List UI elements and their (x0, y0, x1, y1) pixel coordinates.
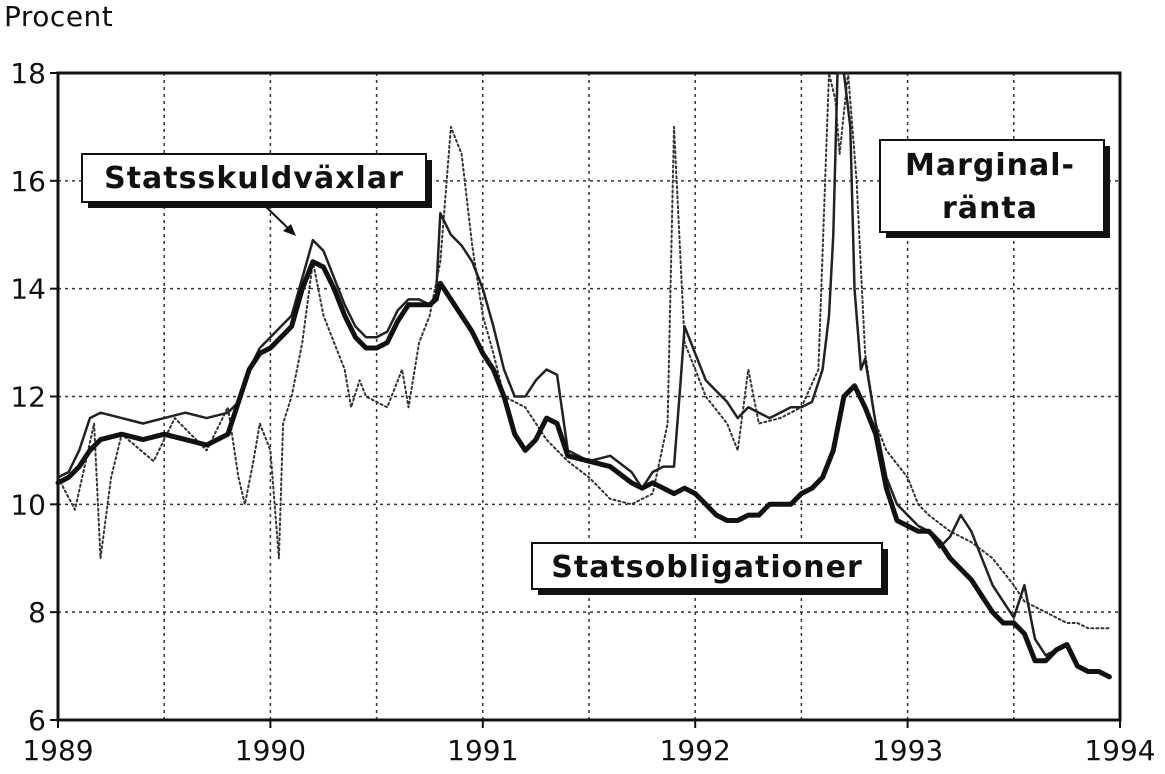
x-tick-label: 1994 (1084, 734, 1155, 767)
statsskuld-label-text: Statsskuldväxlar (104, 161, 404, 196)
series-lines (55, 71, 1112, 680)
y-axis-title: Procent (4, 0, 114, 33)
x-tick-label: 1990 (235, 734, 306, 767)
x-tick-label: 1993 (872, 734, 943, 767)
tick-labels: 6 8 10 12 14 16 18 1989 1990 1991 1992 1993 1994 (10, 57, 1155, 767)
x-tick-label: 1991 (447, 734, 518, 767)
y-tick-label: 12 (10, 381, 46, 414)
statsskuld-arrow (261, 202, 293, 233)
x-tick-label: 1989 (22, 734, 93, 767)
y-tick-label: 16 (10, 165, 46, 198)
series-line-statsobligationer (55, 259, 1112, 680)
x-tick-label: 1992 (660, 734, 731, 767)
y-tick-label: 6 (28, 704, 46, 737)
marginal-label-box (879, 139, 1105, 233)
annotations: Statsskuldväxlar Marginal-ränta Statsoblig… (81, 139, 1110, 595)
marginal-label-line2: ränta (942, 191, 1038, 226)
y-tick-label: 18 (10, 57, 46, 90)
series-line-statsskuldvxlar (56, 71, 1111, 679)
y-tick-label: 8 (28, 596, 46, 629)
marginal-label-line1: Marginal- (905, 148, 1075, 183)
statsskuld-arrow-head (283, 224, 296, 236)
plot-frame (50, 71, 1122, 728)
statsoblig-label-box (531, 542, 883, 590)
series-line-marginalrnta (57, 72, 1111, 630)
statsskuld-label-box (81, 153, 427, 203)
y-tick-label: 14 (10, 273, 46, 306)
statsoblig-label-text: Statsobligationer (551, 550, 863, 585)
y-tick-label: 10 (10, 488, 46, 521)
